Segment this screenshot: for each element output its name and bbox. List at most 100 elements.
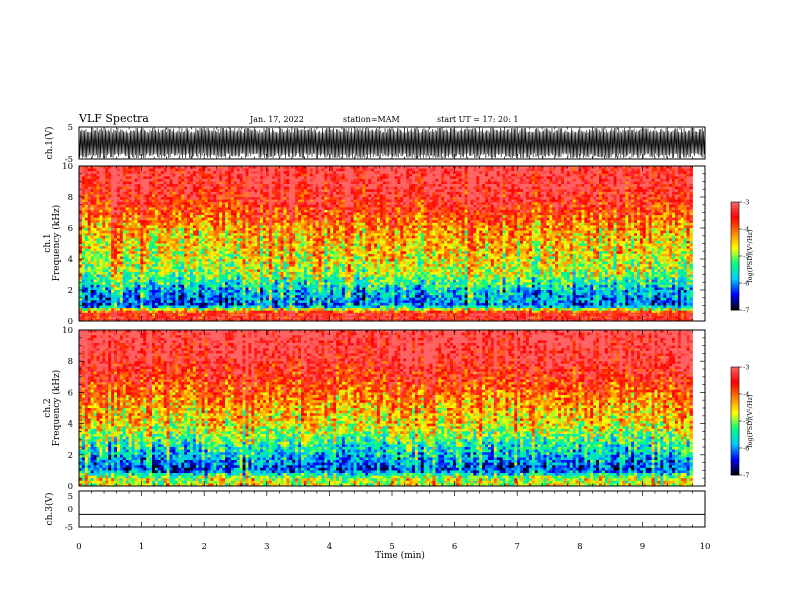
- spectrogram-cell: [298, 267, 301, 270]
- spectrogram-cell: [164, 264, 167, 267]
- spectrogram-cell: [190, 300, 193, 303]
- spectrogram-cell: [254, 244, 257, 247]
- spectrogram-cell: [137, 174, 140, 177]
- spectrogram-cell: [94, 207, 97, 210]
- spectrogram-cell: [108, 215, 111, 218]
- spectrogram-cell: [114, 213, 117, 216]
- spectrogram-cell: [129, 238, 132, 241]
- spectrogram-cell: [269, 246, 272, 249]
- spectrogram-cell: [251, 176, 254, 179]
- spectrogram-cell: [167, 262, 170, 265]
- spectrogram-cell: [117, 223, 120, 226]
- spectrogram-cell: [240, 303, 243, 306]
- spectrogram-cell: [140, 272, 143, 275]
- spectrogram-cell: [126, 220, 129, 223]
- spectrogram-cell: [91, 300, 94, 303]
- spectrogram-cell: [295, 306, 298, 309]
- spectrogram-cell: [210, 300, 213, 303]
- spectrogram-cell: [175, 290, 178, 293]
- spectrogram-cell: [295, 213, 298, 216]
- spectrogram-cell: [164, 282, 167, 285]
- spectrogram-cell: [275, 171, 278, 174]
- spectrogram-cell: [108, 306, 111, 309]
- spectrogram-cell: [234, 251, 237, 254]
- spectrogram-cell: [281, 277, 284, 280]
- spectrogram-cell: [228, 236, 231, 239]
- spectrogram-cell: [304, 202, 307, 205]
- spectrogram-cell: [199, 236, 202, 239]
- spectrogram-cell: [216, 285, 219, 288]
- spectrogram-cell: [111, 205, 114, 208]
- spectrogram-cell: [94, 192, 97, 195]
- spectrogram-cell: [146, 218, 149, 221]
- spectrogram-cell: [313, 171, 316, 174]
- spectrogram-cell: [120, 244, 123, 247]
- spectrogram-cell: [251, 256, 254, 259]
- spectrogram-cell: [240, 285, 243, 288]
- spectrogram-cell: [243, 300, 246, 303]
- spectrogram-cell: [108, 277, 111, 280]
- spectrogram-cell: [205, 264, 208, 267]
- spectrogram-cell: [135, 169, 138, 172]
- spectrogram-cell: [248, 218, 251, 221]
- spectrogram-cell: [152, 182, 155, 185]
- spectrogram-cell: [237, 225, 240, 228]
- spectrogram-cell: [286, 238, 289, 241]
- spectrogram-cell: [146, 251, 149, 254]
- spectrogram-cell: [175, 220, 178, 223]
- spectrogram-cell: [289, 254, 292, 257]
- spectrogram-cell: [243, 215, 246, 218]
- spectrogram-cell: [301, 174, 304, 177]
- spectrogram-cell: [228, 282, 231, 285]
- spectrogram-cell: [123, 254, 126, 257]
- spectrogram-cell: [97, 236, 100, 239]
- spectrogram-cell: [114, 241, 117, 244]
- spectrogram-cell: [219, 300, 222, 303]
- spectrogram-cell: [263, 251, 266, 254]
- spectrogram-cell: [254, 308, 257, 311]
- spectrogram-cell: [143, 246, 146, 249]
- spectrogram-cell: [164, 207, 167, 210]
- spectrogram-cell: [172, 205, 175, 208]
- spectrogram-cell: [246, 236, 249, 239]
- spectrogram-cell: [187, 228, 190, 231]
- spectrogram-cell: [243, 303, 246, 306]
- spectrogram-cell: [307, 231, 310, 234]
- spectrogram-cell: [167, 300, 170, 303]
- spectrogram-cell: [243, 267, 246, 270]
- spectrogram-cell: [196, 293, 199, 296]
- spectrogram-cell: [175, 298, 178, 301]
- spectrogram-cell: [152, 200, 155, 203]
- spectrogram-cell: [137, 171, 140, 174]
- spectrogram-cell: [310, 220, 313, 223]
- spectrogram-cell: [208, 277, 211, 280]
- spectrogram-cell: [208, 179, 211, 182]
- spectrogram-cell: [155, 233, 158, 236]
- spectrogram-cell: [219, 231, 222, 234]
- spectrogram-cell: [152, 174, 155, 177]
- spectrogram-cell: [140, 194, 143, 197]
- spectrogram-cell: [289, 246, 292, 249]
- spectrogram-cell: [260, 295, 263, 298]
- spectrogram-cell: [85, 187, 88, 190]
- spectrogram-cell: [234, 179, 237, 182]
- spectrogram-cell: [123, 176, 126, 179]
- spectrogram-cell: [167, 259, 170, 262]
- spectrogram-cell: [184, 169, 187, 172]
- spectrogram-cell: [292, 182, 295, 185]
- spectrogram-cell: [82, 174, 85, 177]
- spectrogram-cell: [149, 213, 152, 216]
- spectrogram-cell: [164, 300, 167, 303]
- spectrogram-cell: [120, 262, 123, 265]
- spectrogram-cell: [301, 220, 304, 223]
- spectrogram-cell: [225, 210, 228, 213]
- spectrogram-cell: [208, 182, 211, 185]
- spectrogram-cell: [172, 262, 175, 265]
- spectrogram-cell: [251, 238, 254, 241]
- spectrogram-cell: [129, 197, 132, 200]
- spectrogram-cell: [260, 207, 263, 210]
- spectrogram-cell: [251, 233, 254, 236]
- spectrogram-cell: [85, 176, 88, 179]
- spectrogram-cell: [126, 233, 129, 236]
- spectrogram-cell: [266, 192, 269, 195]
